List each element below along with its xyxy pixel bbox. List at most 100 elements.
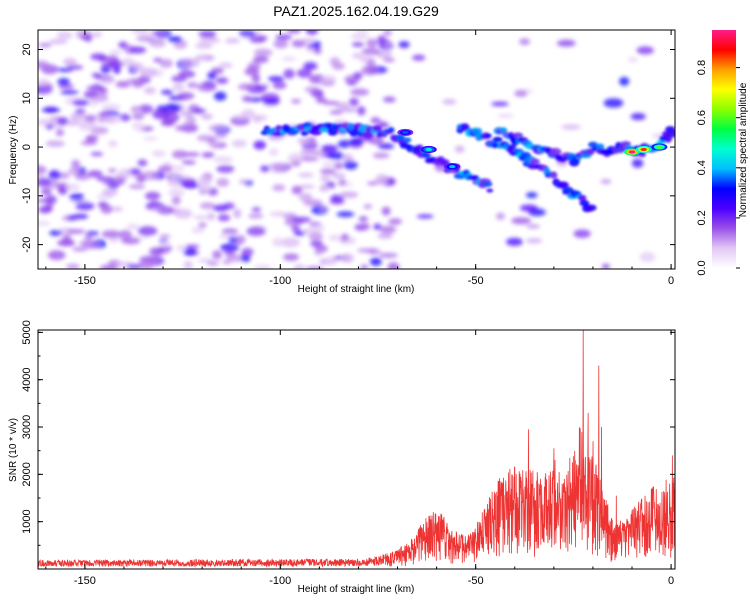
noise-blob	[561, 124, 581, 130]
noise-blob	[135, 174, 146, 183]
noise-blob	[126, 264, 142, 269]
y-tick-label: 20	[21, 43, 33, 55]
noise-blob	[346, 80, 357, 86]
background-noise-blobs	[38, 30, 671, 269]
noise-blob	[319, 168, 337, 175]
spectral-peak	[640, 147, 647, 152]
noise-blob	[305, 266, 324, 269]
noise-blob	[254, 84, 269, 90]
noise-blob	[108, 140, 118, 148]
noise-blob	[71, 159, 81, 170]
noise-blob	[495, 212, 506, 220]
ridge-blob	[595, 143, 605, 150]
noise-blob	[348, 97, 359, 107]
noise-blob	[207, 71, 217, 80]
noise-blob	[74, 108, 86, 114]
noise-blob	[196, 82, 217, 92]
noise-blob	[350, 33, 369, 40]
noise-blob	[167, 37, 183, 43]
colorbar-tick-label: 0.6	[696, 110, 708, 125]
noise-blob	[627, 56, 639, 63]
noise-blob	[38, 220, 51, 226]
noise-blob	[213, 156, 234, 164]
spectral-peak	[402, 130, 409, 135]
noise-blob	[86, 85, 106, 91]
noise-blob	[519, 38, 531, 46]
noise-blob	[379, 121, 388, 128]
x-tick-label: -50	[468, 575, 484, 587]
y-tick-label: -20	[21, 237, 33, 253]
y-tick-label: 10	[21, 92, 33, 104]
noise-blob	[63, 57, 77, 67]
noise-blob	[97, 201, 108, 208]
noise-blob	[70, 112, 87, 122]
noise-blob	[310, 88, 324, 98]
noise-blob	[387, 262, 400, 269]
noise-blob	[360, 264, 369, 269]
noise-blob	[38, 205, 52, 214]
noise-blob	[212, 204, 229, 212]
noise-blob	[80, 140, 98, 146]
ridge-blob	[562, 186, 574, 194]
noise-blob	[308, 232, 324, 241]
ridge-blob	[492, 136, 503, 143]
noise-blob	[370, 116, 381, 125]
noise-blob	[514, 90, 528, 97]
noise-blob	[101, 103, 121, 112]
noise-blob	[206, 261, 220, 266]
noise-blob	[283, 68, 295, 79]
noise-blob	[601, 263, 611, 269]
noise-blob	[38, 118, 57, 126]
noise-blob	[83, 240, 101, 250]
noise-blob	[416, 214, 434, 219]
noise-blob	[412, 54, 426, 61]
noise-blob	[45, 140, 65, 147]
noise-blob	[314, 244, 328, 253]
noise-blob	[442, 98, 457, 105]
noise-blob	[217, 214, 231, 222]
spectrogram-plot-frame	[37, 29, 676, 270]
noise-blob	[178, 70, 196, 78]
noise-blob	[377, 143, 395, 150]
noise-blob	[290, 98, 302, 104]
noise-blob	[297, 137, 315, 145]
noise-blob	[112, 207, 123, 212]
noise-blob	[96, 112, 112, 119]
ridge-blob	[484, 133, 492, 139]
noise-blob	[267, 75, 284, 83]
noise-blob	[208, 124, 229, 132]
noise-blob	[206, 212, 216, 221]
ridge-blob	[388, 127, 395, 133]
noise-blob	[241, 247, 254, 257]
noise-blob	[340, 233, 350, 242]
noise-blob	[221, 228, 238, 235]
chart-title: PAZ1.2025.162.04.19.G29	[273, 3, 439, 19]
noise-blob	[109, 49, 123, 56]
noise-blob	[55, 128, 65, 137]
noise-blob	[176, 244, 186, 252]
noise-blob	[231, 139, 247, 148]
noise-blob	[252, 55, 269, 64]
noise-blob	[340, 253, 354, 264]
noise-blob	[328, 234, 341, 241]
noise-blob	[174, 208, 193, 219]
noise-blob	[556, 39, 576, 47]
x-tick-label: -50	[468, 275, 484, 287]
noise-blob	[336, 211, 355, 218]
noise-blob	[369, 257, 382, 266]
y-tick-label: -10	[21, 188, 33, 204]
noise-blob	[41, 107, 61, 113]
noise-blob	[195, 54, 215, 62]
noise-blob	[251, 207, 262, 212]
noise-blob	[171, 150, 188, 159]
noise-blob	[131, 105, 141, 113]
noise-blob	[38, 60, 50, 69]
noise-blob	[72, 213, 89, 220]
noise-blob	[168, 188, 185, 198]
snr-panel: -150 -100 -50 0 1000 2000 3000 4000 5000 Height…	[8, 320, 676, 595]
noise-blob	[375, 174, 389, 185]
ridge-blob	[667, 130, 675, 138]
noise-blob	[87, 135, 99, 142]
noise-blob	[238, 179, 249, 185]
noise-blob	[275, 34, 292, 41]
